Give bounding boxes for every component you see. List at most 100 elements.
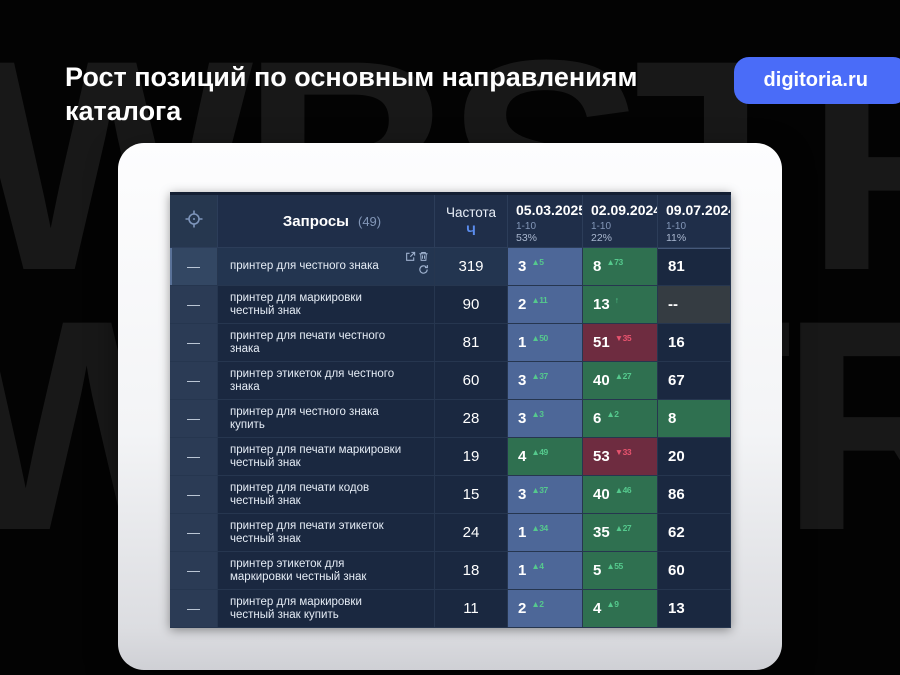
frequency-cell[interactable]: 19 bbox=[435, 438, 508, 476]
position-value: 8 bbox=[593, 258, 602, 275]
query-cell[interactable]: принтер для маркировки честный знак bbox=[218, 286, 435, 324]
position-cell[interactable]: 5 ▲55 bbox=[583, 552, 658, 590]
top-range-label: 1-10 bbox=[516, 221, 537, 232]
position-cell[interactable]: 67 bbox=[658, 362, 731, 400]
column-header-date-2[interactable]: 02.09.2024 1-10 22% bbox=[583, 195, 658, 248]
table-row[interactable]: — принтер для печати кодов честный знак 15… bbox=[170, 476, 731, 514]
position-value: 2 bbox=[518, 600, 527, 617]
frequency-cell[interactable]: 18 bbox=[435, 552, 508, 590]
row-select-handle[interactable]: — bbox=[170, 324, 218, 362]
frequency-cell[interactable]: 24 bbox=[435, 514, 508, 552]
position-cell[interactable]: 3 ▲37 bbox=[508, 362, 583, 400]
table-row[interactable]: — принтер для честного знака 319 3 ▲5 8 ▲73 81 bbox=[170, 248, 731, 286]
row-select-handle[interactable]: — bbox=[170, 248, 218, 286]
column-header-date-1[interactable]: 05.03.2025 1-10 53% bbox=[508, 195, 583, 248]
position-cell[interactable]: 20 bbox=[658, 438, 731, 476]
position-value: 62 bbox=[668, 524, 685, 541]
row-select-handle[interactable]: — bbox=[170, 286, 218, 324]
frequency-cell[interactable]: 90 bbox=[435, 286, 508, 324]
frequency-cell[interactable]: 11 bbox=[435, 590, 508, 628]
position-value: 86 bbox=[668, 486, 685, 503]
screenshot-card: Запросы (49) Частота Ч 05.03.2025 1-10 5… bbox=[118, 143, 782, 670]
column-header-date-3[interactable]: 09.07.2024 1-10 11% bbox=[658, 195, 731, 248]
position-cell[interactable]: 8 bbox=[658, 400, 731, 438]
delete-icon[interactable] bbox=[418, 251, 429, 262]
frequency-label: Частота bbox=[445, 204, 497, 220]
position-cell[interactable]: 40 ▲27 bbox=[583, 362, 658, 400]
query-cell[interactable]: принтер для печати маркировки честный зн… bbox=[218, 438, 435, 476]
frequency-cell[interactable]: 319 bbox=[435, 248, 508, 286]
table-row[interactable]: — принтер для печати честного знака 81 1 ▲50… bbox=[170, 324, 731, 362]
frequency-cell[interactable]: 15 bbox=[435, 476, 508, 514]
position-cell[interactable]: 2 ▲11 bbox=[508, 286, 583, 324]
external-link-icon[interactable] bbox=[405, 251, 416, 262]
position-cell[interactable]: 60 bbox=[658, 552, 731, 590]
query-cell[interactable]: принтер для честного знака bbox=[218, 248, 435, 286]
position-cell[interactable]: 53 ▼33 bbox=[583, 438, 658, 476]
column-header-queries[interactable]: Запросы (49) bbox=[218, 195, 435, 248]
position-cell[interactable]: 3 ▲3 bbox=[508, 400, 583, 438]
table-row[interactable]: — принтер для печати маркировки честный з… bbox=[170, 438, 731, 476]
position-cell[interactable]: -- bbox=[658, 286, 731, 324]
position-delta: ▲4 bbox=[531, 560, 544, 571]
query-cell[interactable]: принтер для печати этикеток честный знак bbox=[218, 514, 435, 552]
query-cell[interactable]: принтер этикеток для маркировки честный … bbox=[218, 552, 435, 590]
column-header-frequency[interactable]: Частота Ч bbox=[435, 195, 508, 248]
row-select-handle[interactable]: — bbox=[170, 476, 218, 514]
queries-count: (49) bbox=[357, 213, 382, 229]
position-value: 81 bbox=[668, 258, 685, 275]
position-cell[interactable]: 8 ▲73 bbox=[583, 248, 658, 286]
position-cell[interactable]: 3 ▲5 bbox=[508, 248, 583, 286]
position-value: 1 bbox=[518, 562, 527, 579]
position-value: 51 bbox=[593, 334, 610, 351]
table-row[interactable]: — принтер этикеток для маркировки честный… bbox=[170, 552, 731, 590]
position-value: -- bbox=[668, 296, 678, 313]
row-select-handle[interactable]: — bbox=[170, 552, 218, 590]
position-cell[interactable]: 1 ▲4 bbox=[508, 552, 583, 590]
select-all-target-button[interactable] bbox=[170, 195, 218, 248]
position-cell[interactable]: 1 ▲50 bbox=[508, 324, 583, 362]
frequency-cell[interactable]: 81 bbox=[435, 324, 508, 362]
position-cell[interactable]: 86 bbox=[658, 476, 731, 514]
top-range-label: 1-10 bbox=[591, 221, 612, 232]
table-rows: — принтер для честного знака 319 3 ▲5 8 ▲73 81… bbox=[170, 248, 731, 628]
table-row[interactable]: — принтер этикеток для честного знака 60 3 ▲… bbox=[170, 362, 731, 400]
position-cell[interactable]: 35 ▲27 bbox=[583, 514, 658, 552]
position-cell[interactable]: 81 bbox=[658, 248, 731, 286]
query-cell[interactable]: принтер для честного знака купить bbox=[218, 400, 435, 438]
position-cell[interactable]: 62 bbox=[658, 514, 731, 552]
position-cell[interactable]: 4 ▲9 bbox=[583, 590, 658, 628]
table-row[interactable]: — принтер для честного знака купить 28 3 ▲3 6… bbox=[170, 400, 731, 438]
position-cell[interactable]: 13 bbox=[658, 590, 731, 628]
position-cell[interactable]: 6 ▲2 bbox=[583, 400, 658, 438]
position-cell[interactable]: 51 ▼35 bbox=[583, 324, 658, 362]
position-delta: ▲46 bbox=[614, 484, 632, 495]
row-select-handle[interactable]: — bbox=[170, 590, 218, 628]
query-cell[interactable]: принтер для печати кодов честный знак bbox=[218, 476, 435, 514]
table-row[interactable]: — принтер для печати этикеток честный зна… bbox=[170, 514, 731, 552]
refresh-icon[interactable] bbox=[418, 264, 429, 275]
query-cell[interactable]: принтер этикеток для честного знака bbox=[218, 362, 435, 400]
position-cell[interactable]: 2 ▲2 bbox=[508, 590, 583, 628]
table-row[interactable]: — принтер для маркировки честный знак куп… bbox=[170, 590, 731, 628]
row-select-handle[interactable]: — bbox=[170, 400, 218, 438]
position-delta: ▲2 bbox=[531, 598, 544, 609]
row-select-handle[interactable]: — bbox=[170, 438, 218, 476]
frequency-type-toggle[interactable]: Ч bbox=[466, 222, 476, 238]
position-cell[interactable]: 40 ▲46 bbox=[583, 476, 658, 514]
frequency-cell[interactable]: 28 bbox=[435, 400, 508, 438]
query-cell[interactable]: принтер для печати честного знака bbox=[218, 324, 435, 362]
position-cell[interactable]: 16 bbox=[658, 324, 731, 362]
position-cell[interactable]: 3 ▲37 bbox=[508, 476, 583, 514]
table-row[interactable]: — принтер для маркировки честный знак 90 2 ▲… bbox=[170, 286, 731, 324]
position-delta: ▲37 bbox=[531, 484, 548, 495]
query-cell[interactable]: принтер для маркировки честный знак купи… bbox=[218, 590, 435, 628]
position-cell[interactable]: 4 ▲49 bbox=[508, 438, 583, 476]
row-select-handle[interactable]: — bbox=[170, 362, 218, 400]
frequency-cell[interactable]: 60 bbox=[435, 362, 508, 400]
position-value: 3 bbox=[518, 486, 527, 503]
position-cell[interactable]: 13 ↑ bbox=[583, 286, 658, 324]
position-cell[interactable]: 1 ▲34 bbox=[508, 514, 583, 552]
row-select-handle[interactable]: — bbox=[170, 514, 218, 552]
position-value: 60 bbox=[668, 562, 685, 579]
